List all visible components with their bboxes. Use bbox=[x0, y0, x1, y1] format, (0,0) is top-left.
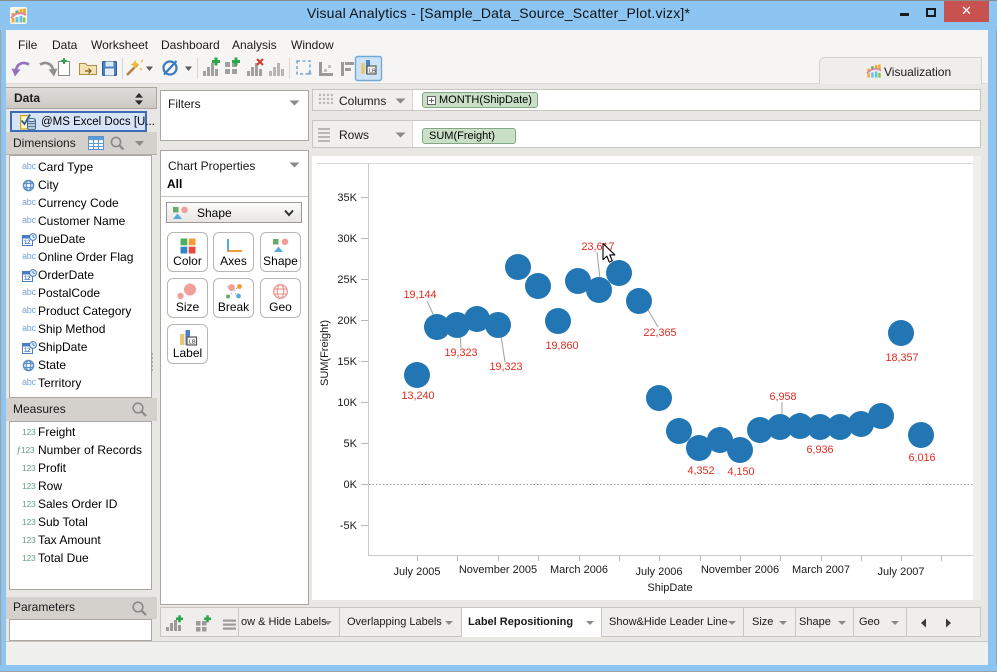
svg-text:12: 12 bbox=[24, 276, 31, 282]
svg-text:12: 12 bbox=[24, 240, 31, 246]
svg-text:November 2006: November 2006 bbox=[701, 564, 779, 576]
svg-text:13,240: 13,240 bbox=[401, 390, 434, 402]
svg-text:LB: LB bbox=[369, 69, 376, 75]
svg-text:19,323: 19,323 bbox=[489, 361, 522, 373]
svg-text:-5K: -5K bbox=[340, 520, 358, 532]
svg-text:10K: 10K bbox=[337, 397, 357, 409]
svg-text:25K: 25K bbox=[337, 274, 357, 286]
svg-text:ShipDate: ShipDate bbox=[647, 582, 692, 594]
svg-text:19,860: 19,860 bbox=[545, 340, 578, 352]
svg-text:LB: LB bbox=[188, 340, 195, 346]
svg-text:15K: 15K bbox=[337, 356, 357, 368]
svg-text:5K: 5K bbox=[344, 438, 358, 450]
svg-text:July 2005: July 2005 bbox=[393, 566, 440, 578]
svg-text:30K: 30K bbox=[337, 233, 357, 245]
svg-text:20K: 20K bbox=[337, 315, 357, 327]
svg-text:SUM(Freight): SUM(Freight) bbox=[319, 320, 331, 386]
svg-text:22,365: 22,365 bbox=[643, 327, 676, 339]
svg-text:18,357: 18,357 bbox=[885, 352, 918, 364]
svg-text:0K: 0K bbox=[344, 479, 358, 491]
svg-text:July 2007: July 2007 bbox=[877, 566, 924, 578]
svg-text:6,016: 6,016 bbox=[908, 452, 935, 464]
svg-text:6,958: 6,958 bbox=[769, 391, 796, 403]
svg-text:March 2007: March 2007 bbox=[792, 564, 850, 576]
svg-text:November 2005: November 2005 bbox=[459, 564, 537, 576]
svg-text:4,352: 4,352 bbox=[687, 465, 714, 477]
svg-text:July 2006: July 2006 bbox=[635, 566, 682, 578]
svg-text:19,144: 19,144 bbox=[403, 289, 436, 301]
svg-text:19,323: 19,323 bbox=[444, 347, 477, 359]
svg-text:12: 12 bbox=[24, 348, 31, 354]
svg-text:4,150: 4,150 bbox=[727, 466, 754, 478]
svg-text:35K: 35K bbox=[337, 192, 357, 204]
svg-text:March 2006: March 2006 bbox=[550, 564, 608, 576]
svg-text:6,936: 6,936 bbox=[806, 444, 833, 456]
